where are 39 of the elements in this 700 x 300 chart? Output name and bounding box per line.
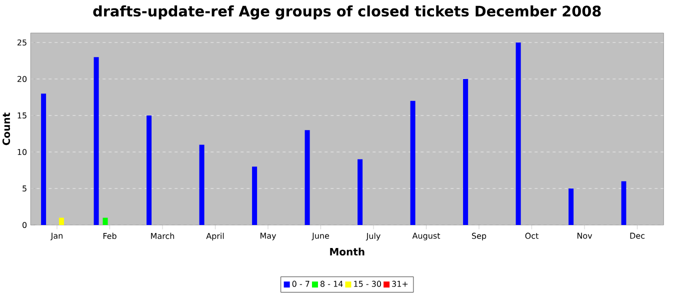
- y-tick-label: 5: [22, 186, 26, 192]
- x-tick-label: June: [312, 232, 330, 240]
- legend-label: 15 - 30: [354, 280, 382, 287]
- y-tick-label: 15: [18, 112, 26, 118]
- bar: [516, 42, 521, 225]
- x-tick-label: Nov: [577, 232, 592, 239]
- legend-label: 31+: [392, 280, 408, 287]
- x-tick-label: Dec: [630, 232, 645, 239]
- x-tick-label: July: [366, 232, 380, 241]
- bar: [199, 144, 204, 225]
- x-tick-label: Feb: [103, 232, 116, 239]
- legend-label: 8 - 14: [320, 280, 343, 287]
- bar: [94, 57, 99, 225]
- y-tick-label: 20: [17, 76, 27, 82]
- bar: [621, 181, 626, 225]
- bar: [58, 218, 64, 225]
- bar: [410, 100, 416, 225]
- x-tick-label: April: [206, 232, 224, 241]
- y-tick-label: 10: [18, 148, 27, 156]
- bar: [41, 94, 46, 225]
- legend-label: 0 - 7: [292, 280, 310, 287]
- x-tick-label: May: [260, 232, 276, 240]
- x-tick-label: March: [151, 232, 174, 239]
- chart-title: drafts-update-ref Age groups of closed tickets December 2008: [93, 5, 601, 20]
- y-tick-label: 25: [17, 39, 26, 46]
- bar: [102, 218, 108, 225]
- bar: [358, 159, 363, 225]
- bar: [146, 115, 152, 225]
- x-tick-label: Sep: [472, 232, 486, 240]
- y-axis-title: Count: [2, 112, 10, 146]
- x-axis-title: Month: [330, 248, 364, 256]
- y-tick-label: 0: [22, 222, 27, 228]
- bar: [252, 166, 258, 225]
- bar: [568, 188, 574, 225]
- x-tick-label: August: [412, 232, 440, 240]
- bar: [463, 78, 468, 225]
- bar: [304, 130, 310, 225]
- x-tick-label: Jan: [50, 232, 62, 240]
- x-tick-label: Oct: [525, 232, 538, 239]
